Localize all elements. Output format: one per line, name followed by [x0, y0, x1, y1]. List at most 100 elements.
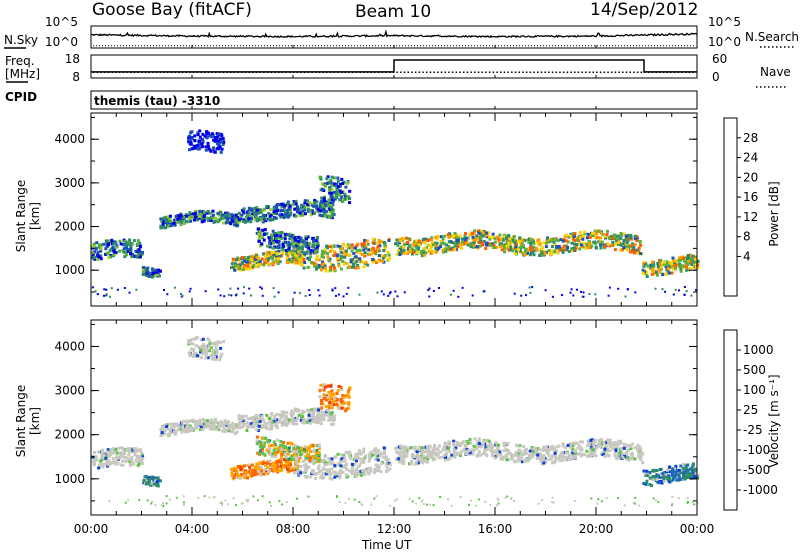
echo-cell — [320, 252, 324, 256]
echo-cell — [381, 256, 385, 260]
echo-cell — [260, 218, 264, 222]
echo-cell — [219, 501, 222, 504]
nave-label: Nave — [760, 65, 791, 79]
echo-cell — [542, 456, 546, 460]
echo-cell — [460, 242, 464, 246]
echo-cell — [663, 475, 667, 479]
echo-cell — [207, 147, 211, 151]
echo-cell — [174, 432, 178, 436]
echo-cell — [644, 272, 648, 276]
echo-cell — [622, 446, 626, 450]
echo-cell — [360, 253, 364, 256]
echo-cell — [299, 203, 303, 207]
echo-cell — [123, 450, 127, 454]
echo-cell — [376, 467, 380, 471]
echo-cell — [552, 501, 555, 504]
echo-cell — [237, 416, 241, 420]
echo-cell — [128, 447, 132, 450]
echo-cell — [430, 236, 434, 240]
echo-cell — [235, 470, 239, 474]
echo-cell — [571, 444, 575, 448]
echo-cell — [322, 416, 326, 420]
echo-cell — [475, 245, 479, 249]
echo-cell — [275, 206, 279, 210]
echo-cell — [279, 455, 283, 459]
echo-cell — [571, 233, 575, 237]
echo-cell — [247, 463, 251, 467]
echo-cell — [99, 247, 103, 250]
noise-panel-frame — [90, 25, 698, 49]
echo-cell — [316, 208, 320, 212]
echo-cell — [376, 464, 380, 468]
echo-cell — [242, 286, 245, 289]
echo-cell — [241, 419, 245, 423]
echo-cell — [188, 211, 192, 215]
echo-cell — [464, 452, 468, 456]
echo-cell — [350, 258, 354, 261]
echo-cell — [618, 440, 622, 444]
echo-cell — [466, 441, 470, 445]
echo-cell — [298, 214, 302, 217]
echo-cell — [583, 230, 586, 234]
echo-cell — [510, 457, 514, 461]
echo-cell — [522, 452, 526, 456]
echo-cell — [274, 466, 278, 470]
echo-cell — [263, 441, 267, 445]
echo-cell — [605, 497, 608, 500]
echo-cell — [535, 248, 539, 252]
echo-cell — [488, 444, 492, 448]
echo-cell — [335, 182, 339, 186]
echo-cell — [146, 499, 149, 502]
echo-cell — [162, 216, 166, 220]
echo-cell — [108, 500, 111, 503]
echo-cell — [262, 472, 266, 476]
echo-cell — [107, 460, 111, 463]
echo-cell — [332, 176, 336, 180]
echo-cell — [188, 134, 192, 138]
echo-cell — [378, 454, 382, 458]
echo-cell — [317, 408, 320, 412]
echo-cell — [551, 501, 554, 504]
echo-cell — [295, 422, 299, 426]
echo-cell — [459, 443, 463, 447]
echo-cell — [326, 255, 330, 259]
echo-cell — [96, 253, 100, 257]
echo-cell — [661, 263, 665, 267]
echo-cell — [281, 247, 285, 251]
echo-cell — [293, 261, 297, 265]
echo-cell — [526, 459, 530, 463]
echo-cell — [242, 211, 246, 215]
echo-cell — [350, 265, 354, 269]
echo-cell — [215, 351, 219, 355]
echo-cell — [154, 268, 158, 272]
echo-cell — [572, 242, 576, 246]
echo-cell — [314, 472, 318, 476]
echo-cell — [136, 242, 140, 246]
echo-cell — [253, 473, 257, 477]
echo-cell — [678, 262, 682, 266]
echo-cell — [425, 246, 429, 250]
echo-cell — [279, 234, 283, 238]
echo-cell — [275, 451, 279, 454]
echo-cell — [234, 221, 237, 225]
echo-cell — [319, 418, 322, 422]
freq-label: Freq. — [5, 54, 35, 68]
freq-unit-label: [MHz] — [5, 67, 41, 81]
echo-cell — [650, 483, 653, 487]
echo-cell — [558, 248, 562, 252]
echo-cell — [277, 291, 280, 294]
echo-cell — [290, 203, 294, 207]
echo-cell — [419, 251, 423, 255]
echo-cell — [294, 465, 297, 469]
echo-cell — [281, 503, 284, 506]
echo-cell — [497, 443, 500, 447]
echo-cell — [634, 496, 637, 499]
echo-cell — [677, 259, 681, 263]
echo-cell — [477, 442, 481, 446]
echo-cell — [611, 236, 615, 240]
echo-cell — [312, 261, 316, 265]
echo-cell — [141, 455, 145, 459]
echo-cell — [274, 216, 278, 220]
echo-cell — [588, 236, 592, 239]
echo-cell — [205, 419, 209, 422]
